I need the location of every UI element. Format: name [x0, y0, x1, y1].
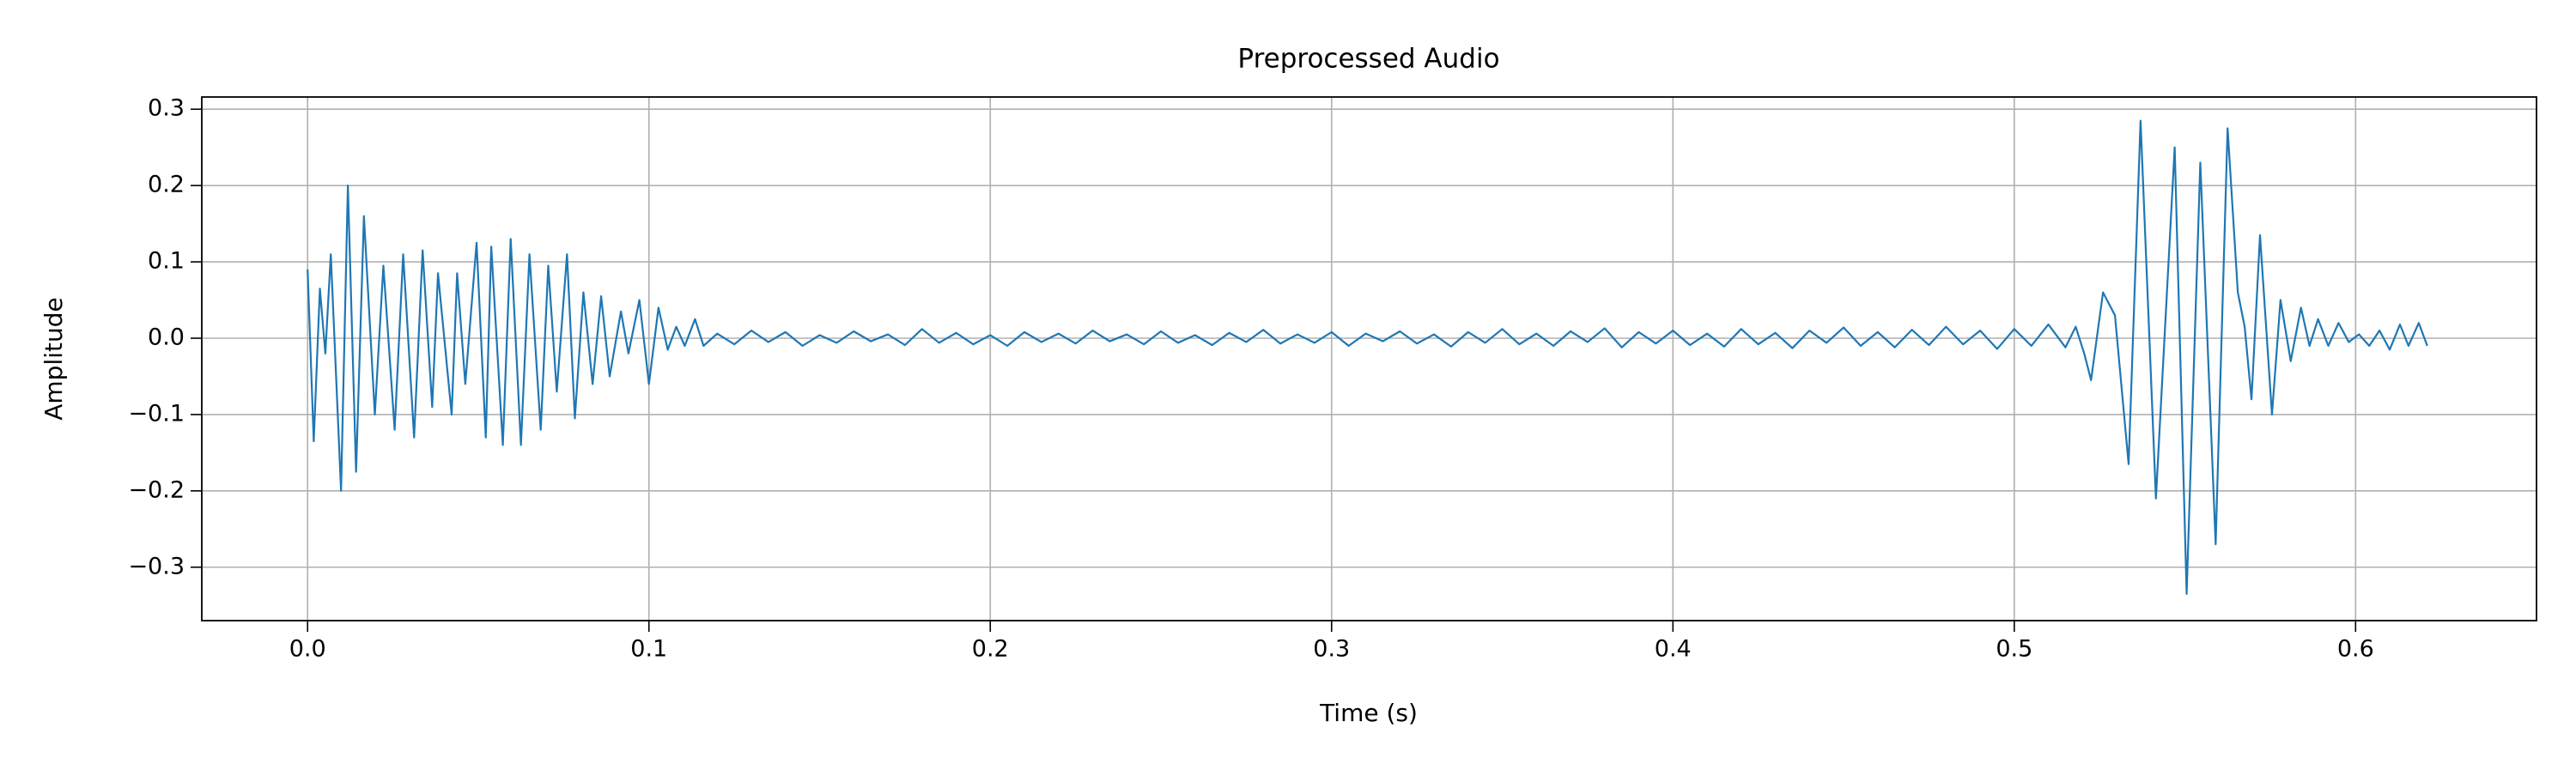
y-tick-label: 0.3: [148, 95, 185, 122]
y-tick-label: −0.2: [128, 476, 185, 503]
x-tick-label: 0.3: [1313, 636, 1350, 663]
x-tick-label: 0.0: [289, 636, 326, 663]
waveform-line: [307, 119, 2428, 595]
x-tick-label: 0.1: [630, 636, 667, 663]
x-tick-label: 0.6: [2337, 636, 2374, 663]
chart-title: Preprocessed Audio: [1237, 44, 1499, 75]
x-tick-label: 0.5: [1996, 636, 2032, 663]
y-tick-label: 0.1: [148, 248, 185, 275]
x-tick-label: 0.4: [1655, 636, 1692, 663]
x-tick-label: 0.2: [972, 636, 1009, 663]
y-tick-label: −0.1: [128, 400, 185, 427]
y-tick-label: 0.2: [148, 172, 185, 198]
y-tick-label: −0.3: [128, 553, 185, 579]
x-axis-label: Time (s): [1319, 699, 1418, 727]
plot-frame: [201, 96, 2537, 621]
y-axis-label: Amplitude: [39, 297, 68, 421]
y-tick-label: 0.0: [148, 324, 185, 350]
